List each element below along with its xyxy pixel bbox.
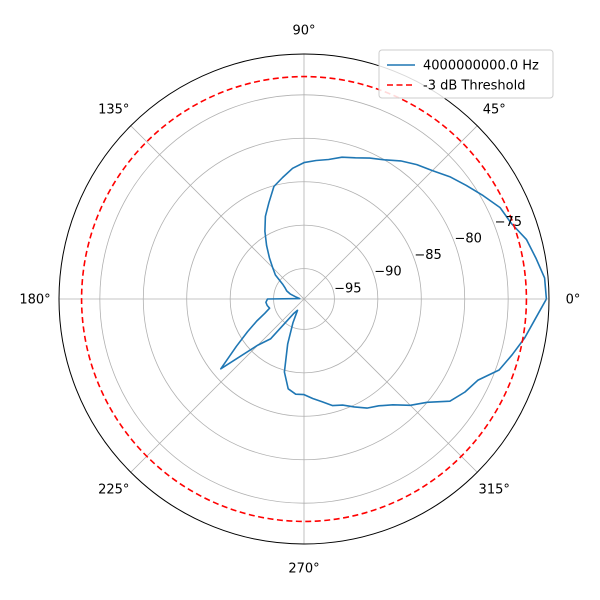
angle-tick-label: 0°	[566, 293, 581, 308]
angle-tick-label: 225°	[98, 483, 129, 498]
angle-tick-label: 45°	[483, 102, 506, 117]
angle-tick-label: 135°	[98, 102, 129, 117]
grid-spoke	[130, 298, 305, 473]
angle-tick-labels: 0° 45° 90° 135° 180° 225° 270° 315°	[19, 24, 580, 577]
threshold-line	[80, 75, 528, 523]
radial-tick-label: −85	[414, 248, 441, 263]
legend: 4000000000.0 Hz -3 dB Threshold	[378, 49, 554, 99]
angle-tick-label: 90°	[292, 24, 315, 39]
radial-tick-label: −90	[374, 265, 401, 280]
series-line	[220, 156, 548, 409]
polar-frame	[58, 53, 550, 545]
radial-tick-labels: −95 −90 −85 −80 −75	[334, 215, 522, 296]
grid-spoke	[303, 125, 478, 300]
radial-tick-label: −75	[495, 215, 522, 230]
grid-spoke	[303, 298, 478, 473]
angle-tick-label: 180°	[19, 293, 50, 308]
radial-tick-label: −95	[334, 281, 361, 296]
angle-tick-label: 270°	[288, 562, 319, 577]
legend-label: -3 dB Threshold	[423, 79, 525, 94]
grid-spoke	[130, 125, 305, 300]
angle-tick-label: 315°	[479, 483, 510, 498]
angular-grid-spokes	[59, 54, 549, 544]
radial-tick-label: −80	[454, 231, 481, 246]
legend-box	[378, 49, 554, 99]
series-layer	[80, 75, 548, 523]
legend-label: 4000000000.0 Hz	[423, 59, 539, 74]
